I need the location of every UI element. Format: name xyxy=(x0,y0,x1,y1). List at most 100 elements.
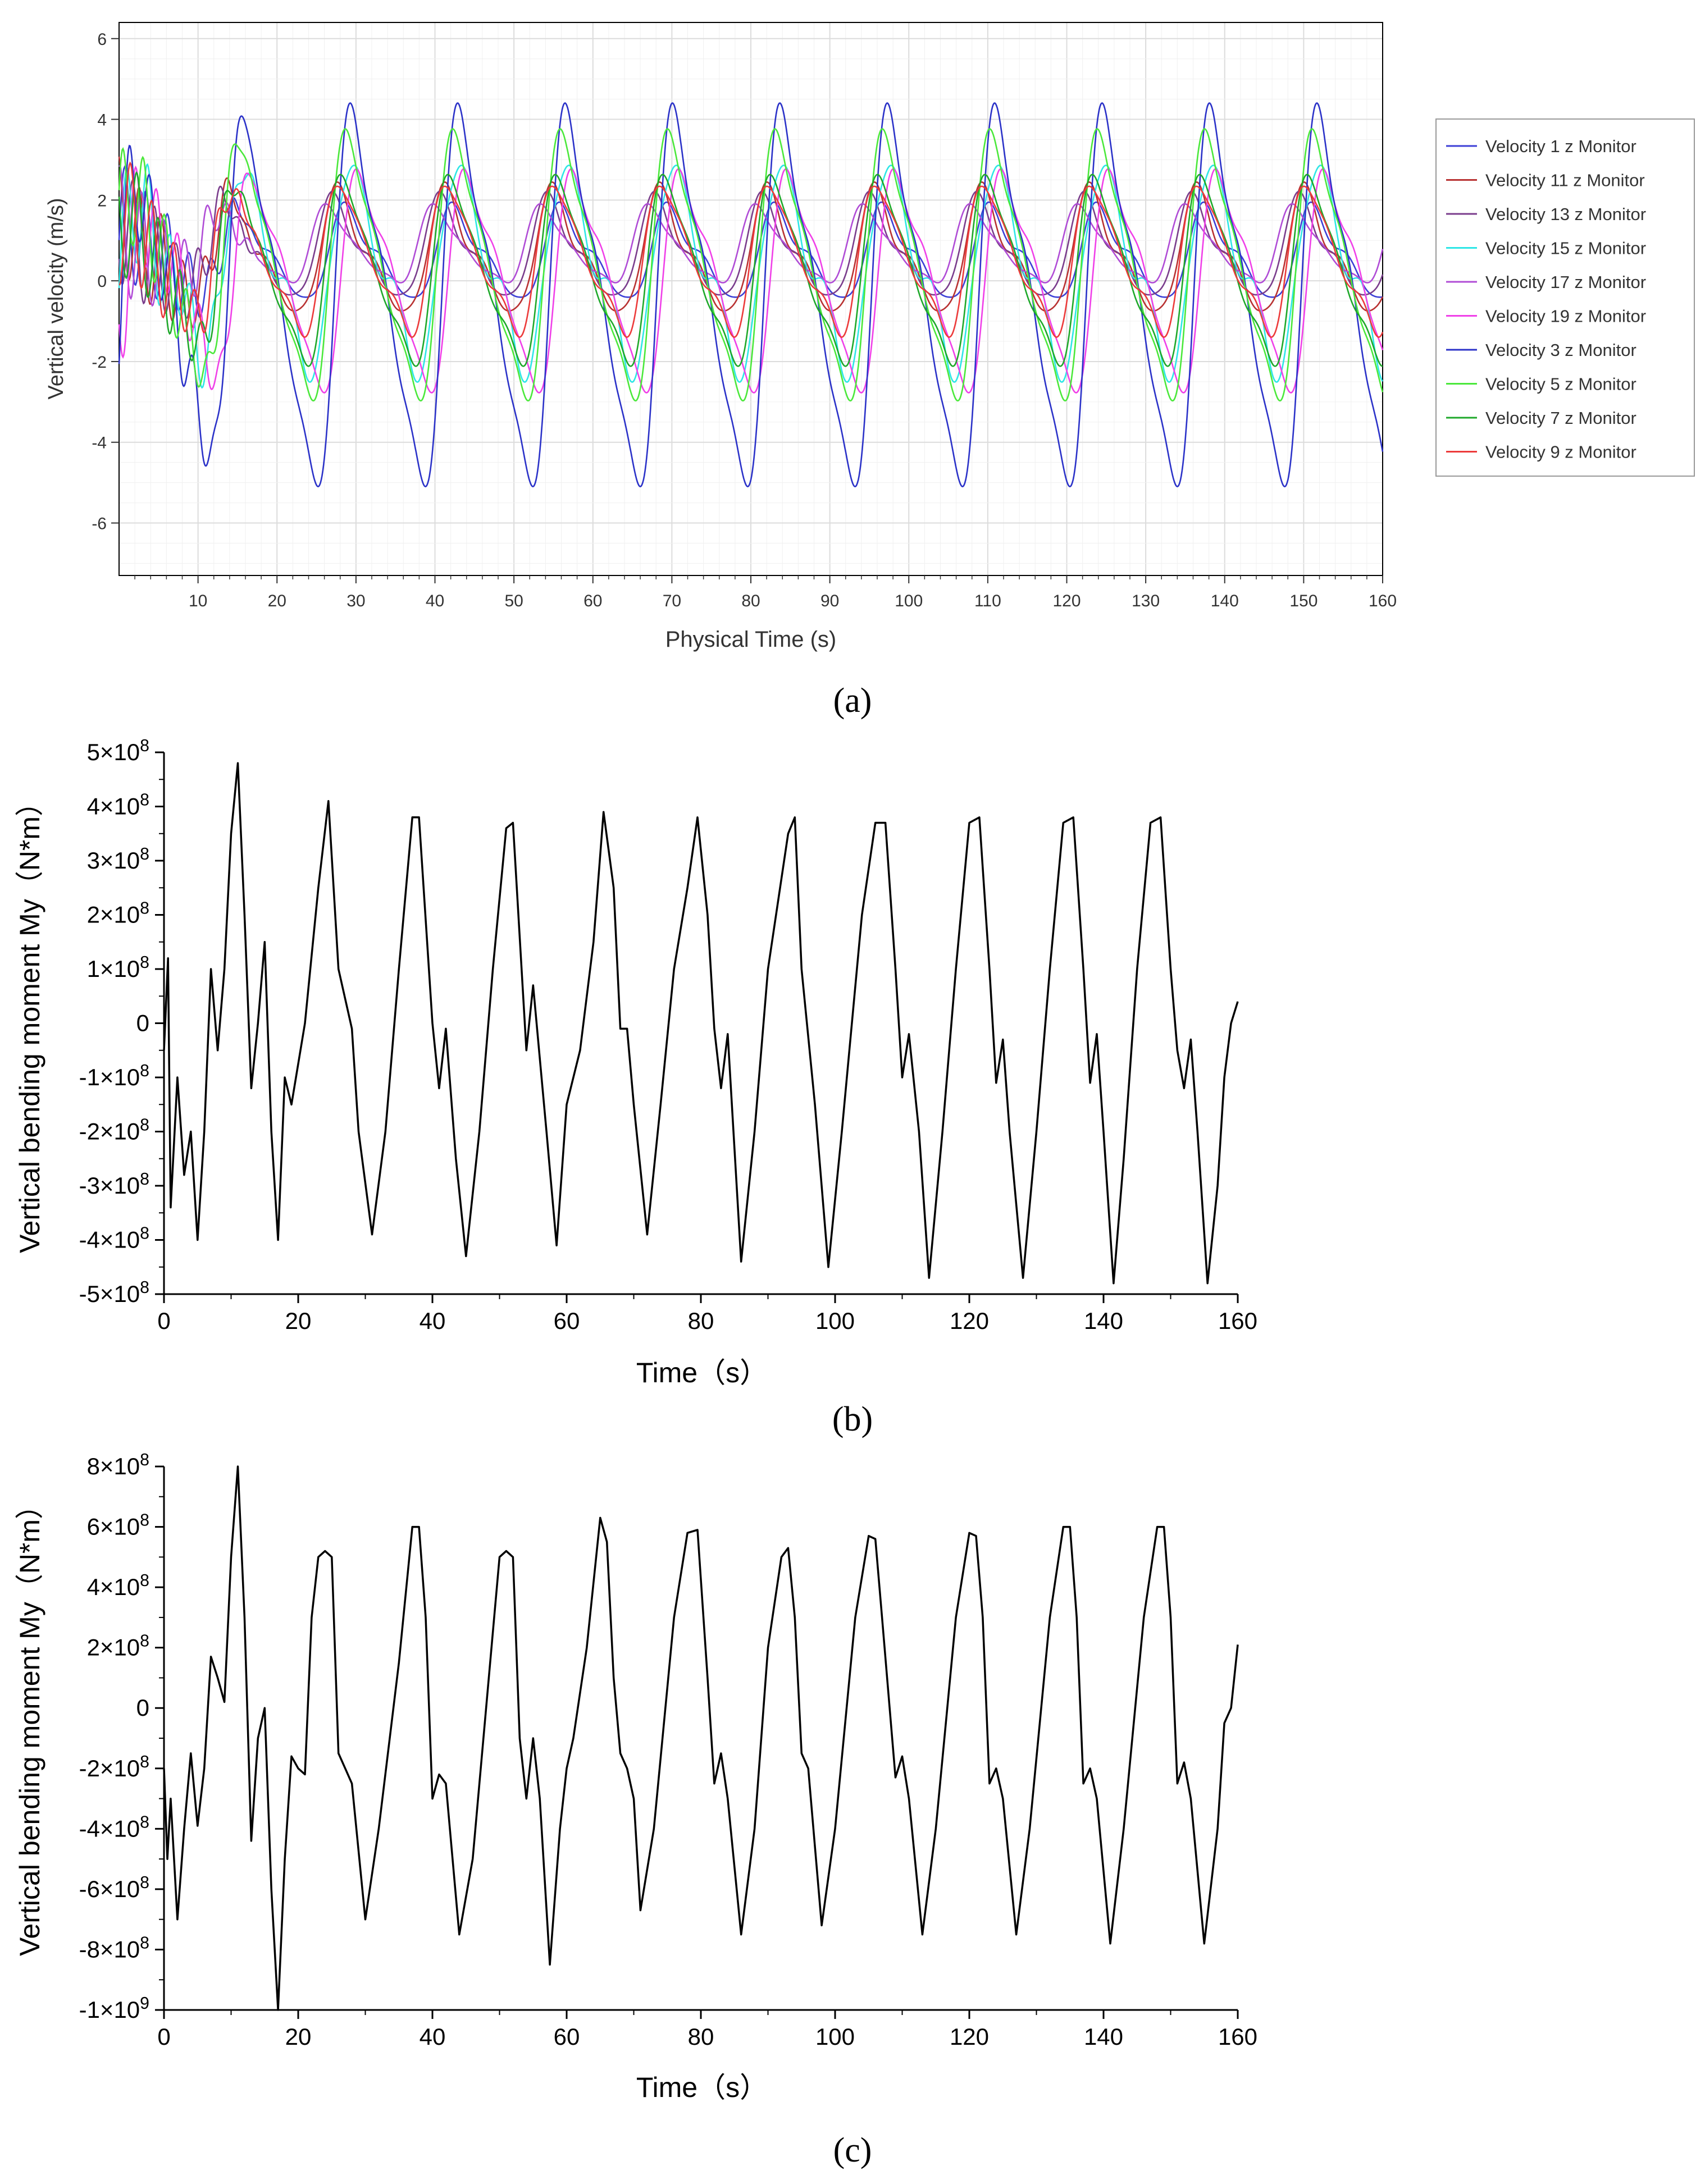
y-tick-label: -4×108 xyxy=(79,1813,149,1842)
x-tick-label: 160 xyxy=(1218,2023,1257,2050)
y-tick-label: 4×108 xyxy=(87,791,149,820)
y-tick-label: 2×108 xyxy=(87,899,149,928)
x-tick-label: 160 xyxy=(1218,1308,1257,1334)
x-tick-label: 160 xyxy=(1369,592,1397,610)
legend-box xyxy=(1435,118,1695,477)
legend-label: Velocity 15 z Monitor xyxy=(1485,239,1646,258)
x-tick-label: 60 xyxy=(583,592,602,610)
legend-label: Velocity 13 z Monitor xyxy=(1485,204,1646,224)
y-tick-label: -3×108 xyxy=(79,1170,149,1199)
legend-label: Velocity 5 z Monitor xyxy=(1485,374,1636,394)
x-tick-label: 140 xyxy=(1211,592,1239,610)
legend-label: Velocity 11 z Monitor xyxy=(1485,171,1645,190)
x-tick-label: 100 xyxy=(815,2023,855,2050)
series-line-7 xyxy=(118,128,1384,402)
series-line-0 xyxy=(118,165,1383,318)
panel-c-xlabel: Time（s） xyxy=(636,2072,768,2103)
x-tick-label: 60 xyxy=(554,1308,580,1334)
panel-a: 10 20 30 40 50 60 70 80 90 100 110 120 130 140 150 160-… xyxy=(44,22,1695,720)
legend-label: Velocity 7 z Monitor xyxy=(1485,408,1636,428)
x-tick-label: 30 xyxy=(347,592,365,610)
x-tick-label: 80 xyxy=(741,592,760,610)
panel-c-axes: 0 20 40 60 80 100 120 140 160 -1×109 -8×108 -6×108 -… xyxy=(79,1451,1257,2050)
series-line-8 xyxy=(118,171,1383,367)
panel-b: 0 20 40 60 80 100 120 140 160 -5×108 -4×108 -3×108 -… xyxy=(14,737,1257,1438)
y-tick-label: 4 xyxy=(97,111,107,130)
y-tick-label: -1×109 xyxy=(79,1994,149,2023)
y-tick-label: -2×108 xyxy=(79,1753,149,1781)
panel-b-axes: 0 20 40 60 80 100 120 140 160 -5×108 -4×108 -3×108 -… xyxy=(79,737,1257,1334)
moment-series-line xyxy=(163,1465,1239,2011)
x-tick-label: 20 xyxy=(268,592,286,610)
legend-label: Velocity 1 z Monitor xyxy=(1485,136,1636,156)
y-tick-label: -8×108 xyxy=(79,1934,149,1962)
caption-a: (a) xyxy=(833,682,872,720)
x-tick-label: 20 xyxy=(285,2023,312,2050)
x-tick-label: 100 xyxy=(815,1308,855,1334)
x-tick-label: 130 xyxy=(1132,592,1160,610)
panel-a-ticks: 10 20 30 40 50 60 70 80 90 100 110 120 130 140 150 160-… xyxy=(92,30,1397,610)
y-tick-label: 1×108 xyxy=(87,953,149,982)
y-tick-label: 0 xyxy=(136,1010,149,1036)
legend-label: Velocity 17 z Monitor xyxy=(1485,272,1646,292)
x-tick-label: 10 xyxy=(189,592,207,610)
y-tick-label: 2×108 xyxy=(87,1632,149,1661)
y-tick-label: 6×108 xyxy=(87,1511,149,1540)
panel-b-ylabel: Vertical bending moment My（N*m） xyxy=(14,788,45,1253)
caption-c: (c) xyxy=(833,2131,872,2169)
caption-b: (b) xyxy=(832,1400,873,1438)
x-tick-label: 90 xyxy=(820,592,839,610)
legend-label: Velocity 19 z Monitor xyxy=(1485,307,1646,326)
y-tick-label: -4 xyxy=(92,434,107,453)
legend-label: Velocity 9 z Monitor xyxy=(1485,442,1636,462)
y-tick-label: -1×108 xyxy=(79,1062,149,1090)
y-tick-label: -5×108 xyxy=(79,1278,149,1307)
x-tick-label: 40 xyxy=(420,1308,446,1334)
y-tick-label: -2 xyxy=(92,353,107,372)
panel-c-ylabel: Vertical bending moment My（N*m） xyxy=(14,1491,45,1956)
panel-c-series xyxy=(163,1465,1239,2011)
x-tick-label: 40 xyxy=(420,2023,446,2050)
y-tick-label: 0 xyxy=(97,272,107,291)
y-tick-label: 0 xyxy=(136,1694,149,1721)
y-tick-label: 2 xyxy=(97,191,107,210)
x-tick-label: 60 xyxy=(554,2023,580,2050)
legend-label: Velocity 3 z Monitor xyxy=(1485,340,1636,360)
x-tick-label: 100 xyxy=(895,592,923,610)
series-line-9 xyxy=(118,161,1384,338)
panel-c: 0 20 40 60 80 100 120 140 160 -1×109 -8×108 -6×108 -… xyxy=(14,1451,1257,2169)
panel-b-series xyxy=(163,762,1239,1285)
x-tick-label: 120 xyxy=(950,1308,989,1334)
y-tick-label: 6 xyxy=(97,30,107,49)
x-tick-label: 20 xyxy=(285,1308,312,1334)
x-tick-label: 50 xyxy=(504,592,523,610)
panel-a-ylabel: Vertical velocity (m/s) xyxy=(44,198,68,400)
x-tick-label: 110 xyxy=(974,592,1001,610)
y-tick-label: -6 xyxy=(92,515,107,533)
x-tick-label: 120 xyxy=(950,2023,989,2050)
y-tick-label: 5×108 xyxy=(87,737,149,765)
series-line-6 xyxy=(118,102,1384,488)
x-tick-label: 80 xyxy=(688,2023,714,2050)
y-tick-label: 8×108 xyxy=(87,1451,149,1479)
panel-b-xlabel: Time（s） xyxy=(636,1357,768,1388)
x-tick-label: 0 xyxy=(157,2023,170,2050)
moment-series-line xyxy=(163,762,1239,1285)
y-tick-label: 4×108 xyxy=(87,1571,149,1600)
x-tick-label: 70 xyxy=(663,592,681,610)
panel-a-xlabel: Physical Time (s) xyxy=(665,627,837,652)
x-tick-label: 140 xyxy=(1084,2023,1123,2050)
y-tick-label: -4×108 xyxy=(79,1224,149,1253)
y-tick-label: 3×108 xyxy=(87,845,149,874)
series-line-4 xyxy=(118,164,1384,308)
y-tick-label: -2×108 xyxy=(79,1116,149,1145)
panel-a-legend: Velocity 1 z Monitor Velocity 11 z Monito… xyxy=(1435,118,1695,477)
x-tick-label: 40 xyxy=(426,592,444,610)
panel-a-series xyxy=(118,102,1384,488)
x-tick-label: 80 xyxy=(688,1308,714,1334)
x-tick-label: 0 xyxy=(157,1308,170,1334)
x-tick-label: 140 xyxy=(1084,1308,1123,1334)
series-line-2 xyxy=(118,179,1384,319)
y-tick-label: -6×108 xyxy=(79,1874,149,1902)
